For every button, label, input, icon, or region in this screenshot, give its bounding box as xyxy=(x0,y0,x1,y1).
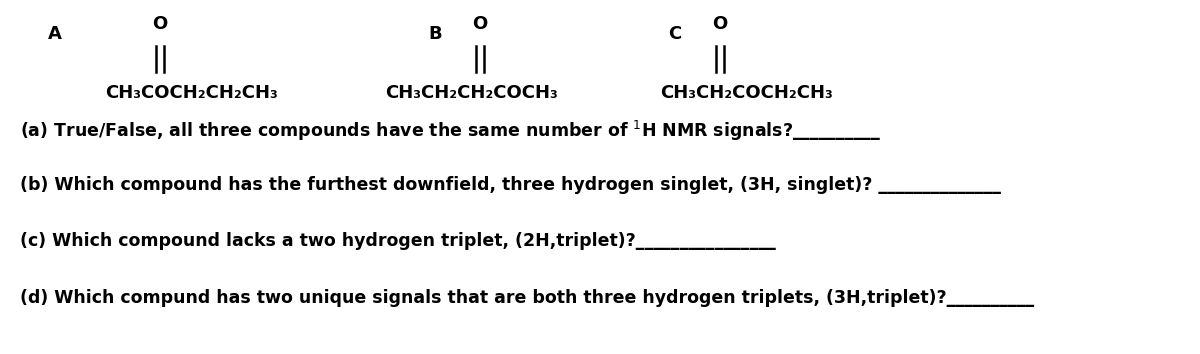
Text: C: C xyxy=(668,25,682,43)
Text: (b) Which compound has the furthest downfield, three hydrogen singlet, (3H, sing: (b) Which compound has the furthest down… xyxy=(20,176,1001,194)
Text: O: O xyxy=(713,15,727,33)
Text: (c) Which compound lacks a two hydrogen triplet, (2H,triplet)?________________: (c) Which compound lacks a two hydrogen … xyxy=(20,232,775,250)
Text: (a) True/False, all three compounds have the same number of $^1$H NMR signals?__: (a) True/False, all three compounds have… xyxy=(20,119,881,143)
Text: O: O xyxy=(473,15,487,33)
Text: CH₃COCH₂CH₂CH₃: CH₃COCH₂CH₂CH₃ xyxy=(106,84,277,102)
Text: CH₃CH₂COCH₂CH₃: CH₃CH₂COCH₂CH₃ xyxy=(660,84,833,102)
Text: O: O xyxy=(152,15,168,33)
Text: A: A xyxy=(48,25,62,43)
Text: B: B xyxy=(428,25,442,43)
Text: (d) Which compund has two unique signals that are both three hydrogen triplets, : (d) Which compund has two unique signals… xyxy=(20,289,1034,307)
Text: CH₃CH₂CH₂COCH₃: CH₃CH₂CH₂COCH₃ xyxy=(385,84,558,102)
